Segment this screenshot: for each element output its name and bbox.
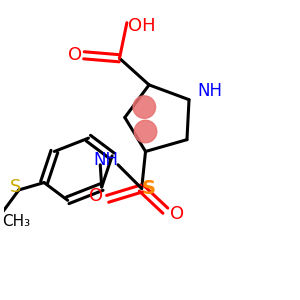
Text: NH: NH xyxy=(197,82,222,100)
Text: O: O xyxy=(89,187,103,205)
Text: CH₃: CH₃ xyxy=(2,214,30,229)
Text: S: S xyxy=(142,179,156,198)
Text: NH: NH xyxy=(94,152,119,169)
Text: O: O xyxy=(68,46,82,64)
Text: S: S xyxy=(10,178,22,196)
Text: O: O xyxy=(170,205,184,223)
Circle shape xyxy=(134,120,157,143)
Text: OH: OH xyxy=(128,17,155,35)
Circle shape xyxy=(133,96,156,118)
